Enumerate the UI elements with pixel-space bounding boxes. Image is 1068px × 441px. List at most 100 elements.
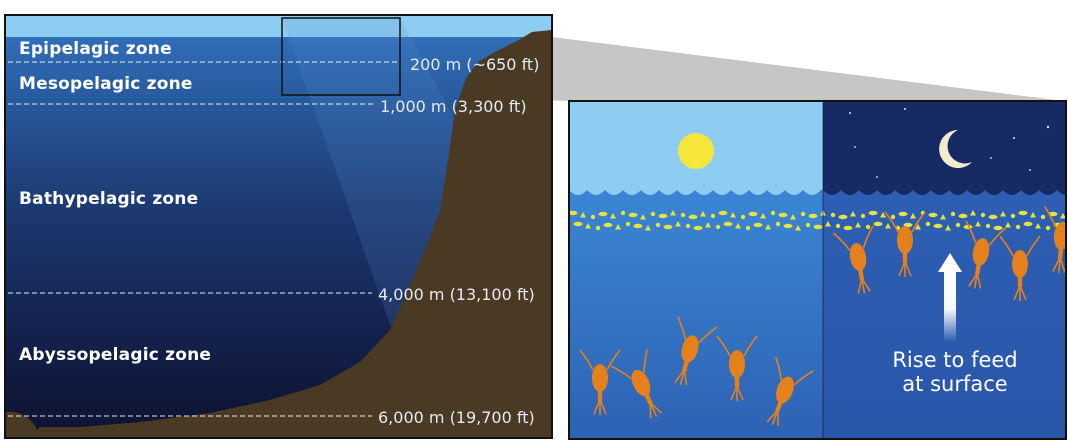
phytoplankton bbox=[765, 224, 771, 230]
zoom-box bbox=[281, 17, 401, 96]
phytoplankton bbox=[633, 223, 643, 229]
phytoplankton bbox=[993, 225, 1003, 231]
phytoplankton bbox=[585, 223, 591, 229]
sun-icon bbox=[678, 133, 714, 169]
zone-label-bathypelagic: Bathypelagic zone bbox=[19, 189, 199, 209]
phytoplankton bbox=[790, 214, 796, 220]
phytoplankton bbox=[910, 213, 916, 219]
migration-caption: Rise to feed at surface bbox=[875, 348, 1035, 396]
phytoplankton bbox=[855, 222, 861, 228]
phytoplankton bbox=[778, 212, 788, 218]
phytoplankton bbox=[590, 214, 596, 220]
phytoplankton bbox=[650, 211, 656, 217]
zone-label-abyssopelagic: Abyssopelagic zone bbox=[19, 345, 212, 365]
stars bbox=[849, 108, 1050, 178]
phytoplankton bbox=[1060, 213, 1066, 219]
phytoplankton bbox=[760, 213, 766, 219]
phytoplankton bbox=[705, 222, 711, 228]
phytoplankton bbox=[975, 221, 981, 227]
phytoplankton bbox=[925, 221, 931, 227]
phytoplankton bbox=[1040, 214, 1046, 220]
phytoplankton bbox=[928, 212, 938, 218]
phytoplankton bbox=[1048, 211, 1058, 217]
phytoplankton bbox=[980, 212, 986, 218]
phytoplankton bbox=[718, 210, 728, 216]
phytoplankton bbox=[1005, 222, 1011, 228]
zoom-connector bbox=[400, 18, 1064, 101]
phytoplankton bbox=[640, 214, 646, 220]
phytoplankton bbox=[880, 212, 886, 218]
phytoplankton bbox=[658, 213, 668, 219]
phytoplankton bbox=[1018, 210, 1028, 216]
phytoplankton bbox=[800, 211, 806, 217]
phytoplankton bbox=[610, 213, 616, 219]
phytoplankton bbox=[1015, 224, 1021, 230]
phytoplankton bbox=[830, 212, 836, 218]
phytoplankton bbox=[835, 223, 841, 229]
continental-slope bbox=[30, 30, 552, 438]
phytoplankton bbox=[735, 223, 741, 229]
ocean-cross-section bbox=[5, 15, 552, 438]
phytoplankton bbox=[843, 225, 853, 231]
phytoplankton bbox=[770, 210, 776, 216]
phytoplankton bbox=[988, 214, 998, 220]
phytoplankton bbox=[985, 223, 991, 229]
phytoplankton bbox=[700, 211, 706, 217]
phytoplankton bbox=[873, 221, 883, 227]
phytoplankton bbox=[860, 213, 866, 219]
phytoplankton bbox=[745, 225, 751, 231]
phytoplankton bbox=[795, 225, 801, 231]
phytoplankton bbox=[723, 221, 733, 227]
phytoplankton bbox=[825, 221, 831, 227]
phytoplankton bbox=[580, 212, 586, 218]
phytoplankton bbox=[598, 211, 608, 217]
phytoplankton bbox=[783, 223, 793, 229]
phytoplankton bbox=[573, 221, 583, 227]
phytoplankton bbox=[740, 214, 746, 220]
waves-day bbox=[569, 186, 823, 195]
phytoplankton bbox=[775, 221, 781, 227]
phytoplankton bbox=[685, 223, 691, 229]
phytoplankton bbox=[958, 213, 968, 219]
zone-label-mesopelagic: Mesopelagic zone bbox=[19, 74, 193, 94]
phytoplankton bbox=[950, 211, 956, 217]
phytoplankton bbox=[1010, 213, 1016, 219]
phytoplankton bbox=[615, 224, 621, 230]
phytoplankton bbox=[885, 223, 891, 229]
phytoplankton bbox=[1045, 225, 1051, 231]
phytoplankton bbox=[808, 213, 818, 219]
phytoplankton bbox=[1000, 211, 1006, 217]
phytoplankton bbox=[865, 224, 871, 230]
phytoplankton bbox=[915, 224, 921, 230]
phytoplankton bbox=[603, 222, 613, 228]
phytoplankton bbox=[675, 221, 681, 227]
phytoplankton bbox=[645, 225, 651, 231]
phytoplankton bbox=[933, 223, 943, 229]
depth-label-4000m: 4,000 m (13,100 ft) bbox=[378, 285, 535, 304]
phytoplankton bbox=[655, 222, 661, 228]
phytoplankton bbox=[628, 212, 638, 218]
phytoplankton bbox=[813, 224, 823, 230]
phytoplankton bbox=[680, 212, 686, 218]
waves-night bbox=[823, 186, 1067, 195]
depth-label-200m: 200 m (~650 ft) bbox=[410, 55, 540, 74]
phytoplankton bbox=[940, 214, 946, 220]
phytoplankton bbox=[850, 211, 856, 217]
phytoplankton bbox=[625, 221, 631, 227]
depth-label-6000m: 6,000 m (19,700 ft) bbox=[378, 408, 535, 427]
phytoplankton bbox=[955, 222, 961, 228]
phytoplankton bbox=[805, 222, 811, 228]
phytoplankton bbox=[753, 222, 763, 228]
phytoplankton bbox=[663, 224, 673, 230]
up-arrow-icon bbox=[938, 253, 962, 342]
sky-band bbox=[5, 15, 552, 37]
phytoplankton bbox=[1030, 212, 1036, 218]
phytoplankton bbox=[868, 210, 878, 216]
phytoplankton bbox=[693, 225, 703, 231]
caption-line-2: at surface bbox=[902, 372, 1008, 396]
phytoplankton bbox=[620, 210, 626, 216]
moon-icon bbox=[939, 130, 972, 168]
phytoplankton bbox=[1035, 223, 1041, 229]
phytoplankton-band bbox=[569, 210, 1067, 231]
phytoplankton bbox=[715, 224, 721, 230]
